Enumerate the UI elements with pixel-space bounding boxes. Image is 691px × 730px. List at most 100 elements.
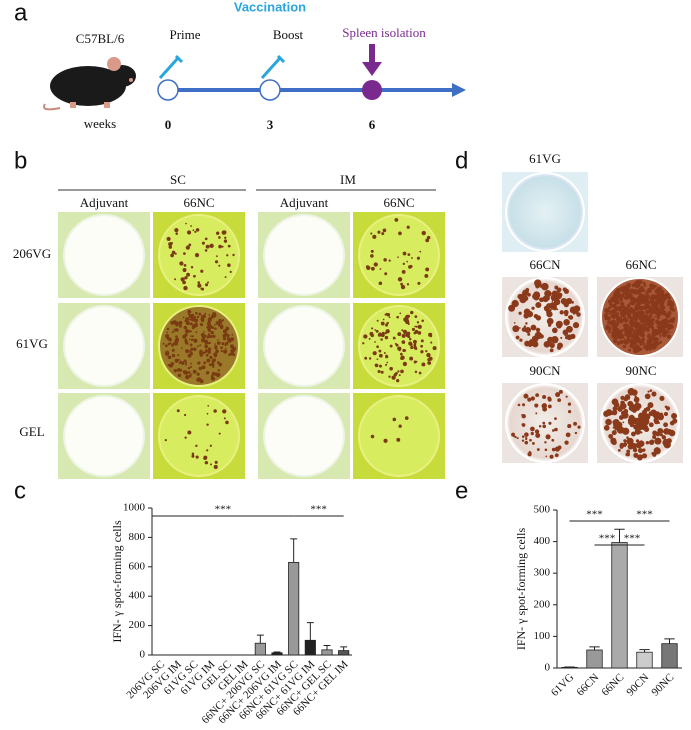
spot [191, 452, 195, 456]
spot [613, 422, 620, 428]
spot [397, 346, 402, 351]
spot [608, 433, 614, 439]
spot [657, 413, 665, 421]
spot [671, 324, 674, 327]
spot [202, 331, 205, 333]
spot [626, 437, 634, 445]
x-tick-label: 66CN [574, 671, 601, 698]
spot [611, 430, 617, 436]
spot [545, 455, 548, 458]
spot [384, 272, 388, 276]
spot [424, 274, 429, 278]
spot [654, 437, 662, 445]
spot [549, 342, 555, 348]
spot [186, 230, 192, 235]
spot [196, 315, 200, 319]
spot [195, 444, 198, 448]
spot [370, 266, 375, 271]
spot [650, 347, 653, 350]
row-label: 61VG [16, 336, 48, 351]
spot [654, 315, 657, 318]
spot [202, 336, 206, 340]
spot [223, 349, 228, 354]
spot [370, 249, 374, 253]
y-tick-label: 200 [534, 598, 551, 610]
error-bar [589, 646, 600, 650]
significance-label: *** [624, 533, 641, 545]
spot [206, 321, 211, 326]
spot [626, 436, 629, 439]
spot [200, 318, 205, 323]
spot [225, 347, 227, 350]
spot [185, 245, 190, 250]
spot [218, 362, 223, 367]
spot [637, 312, 643, 318]
spot [164, 351, 170, 356]
spot [642, 324, 646, 328]
spot [621, 320, 624, 323]
spot [612, 309, 617, 314]
spot [617, 406, 623, 412]
spot [204, 249, 208, 252]
spot [620, 404, 622, 406]
spot [425, 349, 428, 353]
spot [187, 313, 190, 316]
spot [210, 376, 215, 381]
spot [218, 318, 222, 323]
spot [633, 452, 639, 458]
spot [556, 287, 562, 293]
spot [406, 283, 410, 286]
spot [198, 366, 202, 371]
spot [204, 349, 208, 353]
timepoint [362, 80, 382, 100]
spot [637, 454, 644, 460]
spot [521, 423, 524, 426]
spot [421, 362, 426, 367]
spot [633, 403, 639, 409]
spot [378, 349, 382, 353]
spot [389, 366, 393, 371]
spot [628, 348, 631, 352]
spot [511, 432, 516, 437]
spot [401, 333, 406, 338]
spot [410, 310, 414, 315]
y-tick-label: 0 [545, 662, 551, 674]
spot [184, 413, 187, 417]
spot [191, 326, 195, 330]
spot [608, 330, 611, 334]
spot [613, 313, 618, 318]
spot [535, 432, 541, 438]
group-label: IM [340, 172, 356, 187]
spot [376, 358, 379, 361]
spot [516, 437, 519, 440]
y-tick-label: 200 [129, 619, 146, 631]
spot [659, 336, 662, 338]
spot [513, 322, 516, 324]
spot [672, 308, 676, 312]
y-tick-label: 300 [534, 567, 551, 579]
spot [622, 292, 626, 296]
spot [220, 346, 223, 350]
spot [171, 331, 174, 334]
spot [535, 281, 542, 288]
spot [631, 337, 633, 340]
spot [666, 334, 672, 339]
spot [179, 368, 183, 372]
spot [635, 303, 640, 309]
spot [629, 302, 632, 305]
well [63, 305, 145, 387]
bar [321, 649, 333, 656]
spot [656, 338, 660, 341]
spot [183, 264, 187, 267]
spot [218, 264, 221, 267]
spot [559, 310, 564, 315]
spot [616, 312, 620, 315]
spot [187, 309, 192, 314]
spot [418, 371, 422, 375]
spot [401, 329, 404, 332]
spot [363, 334, 368, 339]
spot [653, 418, 660, 425]
spot [380, 370, 384, 374]
spot [648, 340, 651, 343]
spot [567, 434, 570, 436]
